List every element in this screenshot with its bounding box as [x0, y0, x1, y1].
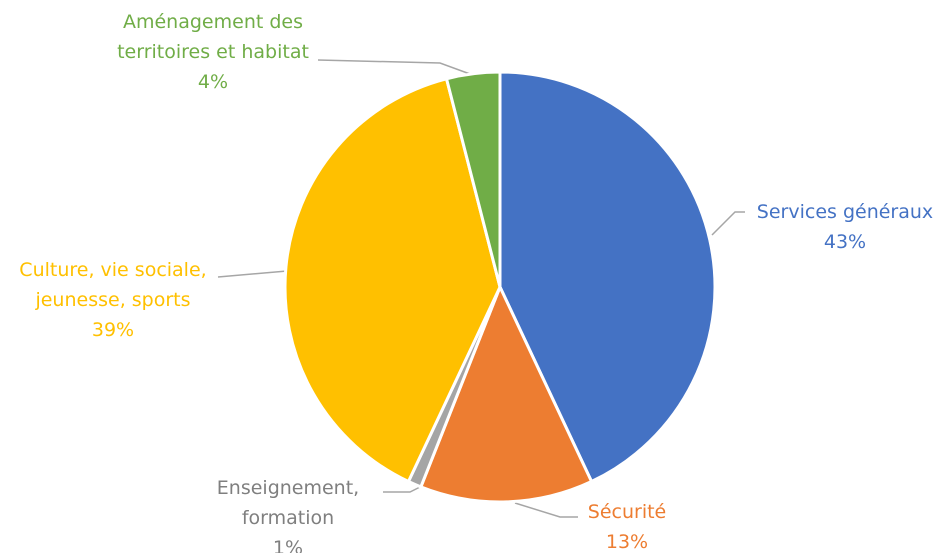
leader-line: [514, 502, 578, 518]
data-label: Culture, vie sociale, jeunesse, sports 39…: [3, 255, 223, 345]
leader-line: [711, 211, 745, 236]
value-label: 43%: [823, 231, 867, 253]
leader-line: [217, 270, 288, 278]
category-label: Sécurité: [587, 501, 667, 523]
pie-slice: [418, 283, 594, 504]
data-label: Sécurité 13%: [567, 497, 687, 553]
category-label: Services généraux: [756, 201, 934, 223]
data-label: Services généraux 43%: [745, 197, 944, 257]
value-label: 1%: [272, 537, 304, 553]
value-label: 13%: [605, 531, 649, 553]
category-label: Culture, vie sociale, jeunesse, sports: [19, 259, 207, 311]
pie-slice: [498, 70, 717, 484]
pie-slice: [444, 70, 502, 288]
leader-line: [317, 59, 471, 75]
value-label: 4%: [197, 71, 229, 93]
data-label: Enseignement, formation 1%: [203, 473, 373, 553]
leader-line: [383, 486, 421, 493]
category-label: Enseignement, formation: [216, 477, 360, 529]
category-label: Aménagement des territoires et habitat: [117, 11, 309, 63]
pie-slice: [283, 76, 502, 484]
data-label: Aménagement des territoires et habitat 4%: [98, 7, 328, 97]
value-label: 39%: [91, 319, 135, 341]
